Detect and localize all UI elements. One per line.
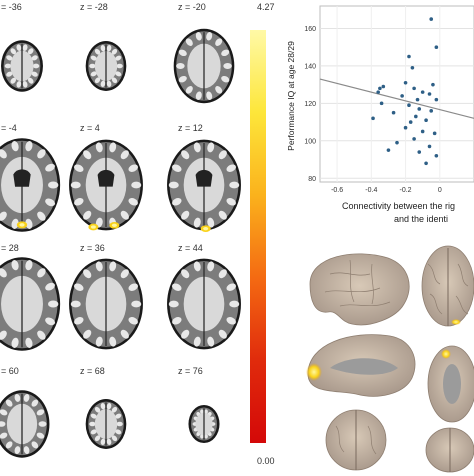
y-tick-label: 100 <box>304 138 316 145</box>
slice-z-label: z = -20 <box>178 2 206 12</box>
lateral-surface-view <box>310 254 409 325</box>
cortical-surface-renders <box>300 244 474 474</box>
scatter-point <box>387 148 391 152</box>
scatter-point <box>395 141 399 145</box>
slice-z-label: z = -36 <box>0 2 22 12</box>
scatter-point <box>429 109 433 113</box>
scatter-point <box>431 83 435 87</box>
y-axis-label: Performance IQ at age 28/29 <box>286 41 296 151</box>
scatter-plot: 80 100 120 140 160 -0.6 -0.4 -0.2 0 Performance … <box>282 0 474 228</box>
axial-brain-slice <box>162 252 246 356</box>
dorsal-surface-view <box>422 246 474 326</box>
scatter-point <box>435 45 439 49</box>
colorbar-min-label: 0.00 <box>257 456 275 466</box>
scatter-point <box>409 120 413 124</box>
colorbar-max-label: 4.27 <box>257 2 275 12</box>
posterior-surface-view <box>326 410 386 470</box>
slice-z-label: z = -28 <box>80 2 108 12</box>
axial-brain-slice <box>64 372 148 476</box>
x-tick-label: -0.2 <box>400 187 412 194</box>
scatter-point <box>411 66 415 70</box>
scatter-point <box>416 98 420 102</box>
slice-z-label: z = -4 <box>0 123 17 133</box>
scatter-point <box>417 150 421 154</box>
scatter-point <box>421 90 425 94</box>
axial-brain-slice <box>64 252 148 356</box>
colorbar <box>250 30 266 443</box>
scatter-point <box>404 126 408 130</box>
plot-grid <box>320 6 474 182</box>
y-tick-label: 140 <box>304 63 316 70</box>
scatter-point <box>428 92 432 96</box>
anterior-surface-view <box>426 428 474 472</box>
scatter-point <box>400 94 404 98</box>
axial-brain-slice <box>64 133 148 237</box>
scatter-point <box>407 103 411 107</box>
x-tick-label: -0.6 <box>331 187 343 194</box>
scatter-point <box>433 132 437 136</box>
x-axis-label-line2: and the identi <box>394 214 448 224</box>
scatter-point <box>414 115 418 119</box>
scatter-point <box>407 55 411 59</box>
axial-brain-slice <box>0 133 66 237</box>
scatter-point <box>378 87 382 91</box>
y-tick-label: 160 <box>304 26 316 33</box>
axial-brain-slice <box>162 133 246 237</box>
scatter-point <box>424 161 428 165</box>
x-tick-label: 0 <box>438 187 442 194</box>
medial-surface-view <box>306 335 415 397</box>
ventral-surface-view <box>428 346 474 422</box>
scatter-point <box>412 87 416 91</box>
scatter-point <box>435 98 439 102</box>
x-tick-label: -0.4 <box>365 187 377 194</box>
axial-brain-slice <box>0 372 66 476</box>
scatter-point <box>380 102 384 106</box>
brain-slice-grid: z = -36z = -28z = -20z = -4z = 4z = 12z … <box>0 0 250 474</box>
axial-brain-slice <box>0 14 66 118</box>
y-tick-label: 120 <box>304 101 316 108</box>
scatter-point <box>376 90 380 94</box>
x-axis-label-line1: Connectivity between the rig <box>342 201 455 211</box>
scatter-point <box>412 137 416 141</box>
slice-z-label: z = 4 <box>80 123 100 133</box>
y-tick-label: 80 <box>308 176 316 183</box>
scatter-point <box>421 130 425 134</box>
axial-brain-slice <box>0 252 66 356</box>
axial-brain-slice <box>64 14 148 118</box>
axial-brain-slice <box>162 14 246 118</box>
scatter-point <box>428 145 432 149</box>
scatter-point <box>371 117 375 121</box>
scatter-point <box>392 111 396 115</box>
slice-z-label: z = 12 <box>178 123 203 133</box>
scatter-point <box>429 17 433 21</box>
scatter-point <box>382 85 386 89</box>
scatter-point <box>435 154 439 158</box>
scatter-point <box>417 107 421 111</box>
scatter-point <box>424 118 428 122</box>
scatter-point <box>404 81 408 85</box>
plot-frame <box>320 6 474 182</box>
axial-brain-slice <box>162 372 246 476</box>
